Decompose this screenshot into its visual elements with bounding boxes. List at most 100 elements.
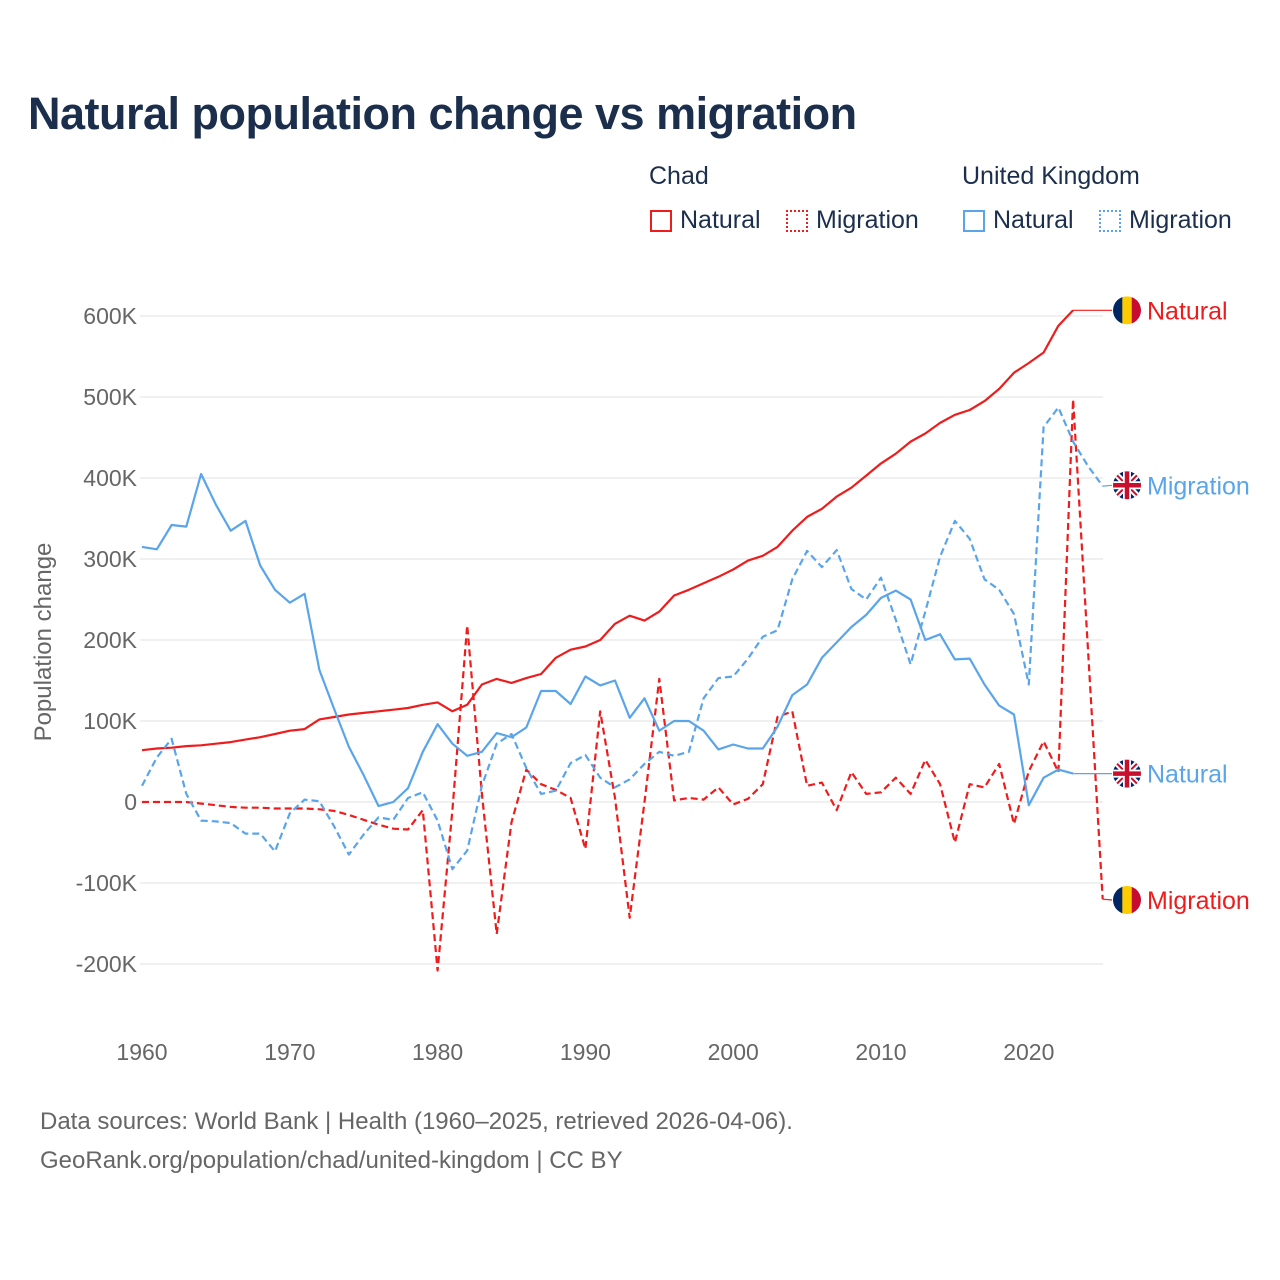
data-point — [229, 740, 233, 744]
legend-label: Natural — [680, 206, 761, 234]
data-point — [258, 563, 262, 567]
chart-title: Natural population change vs migration — [28, 88, 857, 139]
data-point — [465, 703, 469, 707]
data-point — [480, 784, 484, 788]
data-point — [554, 789, 558, 793]
data-point — [864, 792, 868, 796]
data-point — [613, 796, 617, 800]
data-point — [938, 782, 942, 786]
data-point — [672, 798, 676, 802]
data-point — [391, 818, 395, 822]
series-end-label: Migration — [1147, 887, 1250, 915]
legend-uk-migration[interactable]: Migration — [1099, 206, 1232, 235]
legend-chad-migration[interactable]: Migration — [786, 206, 919, 235]
data-point — [495, 731, 499, 735]
data-point — [805, 784, 809, 788]
y-tick-label: -200K — [76, 951, 138, 977]
data-point — [273, 849, 277, 853]
data-point — [273, 806, 277, 810]
data-point — [820, 507, 824, 511]
data-point — [835, 548, 839, 552]
data-point — [229, 805, 233, 809]
data-point — [465, 849, 469, 853]
data-point — [613, 785, 617, 789]
data-point — [421, 808, 425, 812]
series-end-label: Natural — [1147, 297, 1228, 325]
data-point — [229, 529, 233, 533]
data-point — [776, 628, 780, 632]
data-point — [199, 472, 203, 476]
data-point — [199, 802, 203, 806]
data-point — [909, 792, 913, 796]
data-point — [450, 867, 454, 871]
data-point — [569, 761, 573, 765]
data-point — [288, 729, 292, 733]
data-point — [761, 782, 765, 786]
data-point — [155, 747, 159, 751]
data-point — [140, 784, 144, 788]
data-point — [332, 809, 336, 813]
data-point — [155, 755, 159, 759]
data-point — [1012, 822, 1016, 826]
legend-chad-natural[interactable]: Natural — [650, 206, 761, 235]
data-point — [923, 758, 927, 762]
data-point — [450, 709, 454, 713]
data-point — [672, 593, 676, 597]
data-point — [583, 674, 587, 678]
data-point — [1042, 350, 1046, 354]
data-point — [243, 806, 247, 810]
data-point — [805, 515, 809, 519]
y-tick-label: 400K — [83, 465, 137, 491]
data-point — [864, 474, 868, 478]
legend-label: Migration — [1129, 206, 1232, 234]
data-point — [1086, 464, 1090, 468]
data-point — [332, 707, 336, 711]
data-point — [731, 802, 735, 806]
data-point — [687, 796, 691, 800]
data-point — [1071, 772, 1075, 776]
data-point — [583, 847, 587, 851]
legend-uk-natural[interactable]: Natural — [963, 206, 1074, 235]
data-point — [879, 790, 883, 794]
data-point — [613, 679, 617, 683]
data-point — [450, 808, 454, 812]
data-point — [598, 709, 602, 713]
data-point — [894, 618, 898, 622]
data-point — [761, 747, 765, 751]
data-point — [495, 932, 499, 936]
data-point — [628, 614, 632, 618]
data-point — [731, 674, 735, 678]
data-point — [953, 657, 957, 661]
legend-label: Natural — [993, 206, 1074, 234]
data-point — [421, 703, 425, 707]
data-point — [702, 798, 706, 802]
data-point — [1042, 776, 1046, 780]
data-point — [776, 545, 780, 549]
data-point — [317, 799, 321, 803]
x-tick-label: 1980 — [412, 1039, 463, 1065]
data-point — [332, 824, 336, 828]
data-point — [746, 657, 750, 661]
data-point — [1027, 683, 1031, 687]
data-point — [391, 827, 395, 831]
data-point — [347, 853, 351, 857]
data-point — [672, 719, 676, 723]
y-tick-label: 100K — [83, 708, 137, 734]
y-axis-label: Population change — [30, 543, 57, 742]
data-point — [303, 727, 307, 731]
data-point — [820, 781, 824, 785]
data-point — [1071, 308, 1075, 312]
data-point — [657, 729, 661, 733]
data-point — [894, 776, 898, 780]
data-point — [510, 732, 514, 736]
data-point — [909, 662, 913, 666]
footer-link[interactable]: GeoRank.org/population/chad/united-kingd… — [40, 1147, 623, 1174]
data-point — [864, 598, 868, 602]
data-point — [480, 792, 484, 796]
data-point — [1042, 425, 1046, 429]
data-point — [702, 729, 706, 733]
data-point — [539, 672, 543, 676]
data-point — [480, 750, 484, 754]
data-point — [155, 800, 159, 804]
data-point — [849, 587, 853, 591]
